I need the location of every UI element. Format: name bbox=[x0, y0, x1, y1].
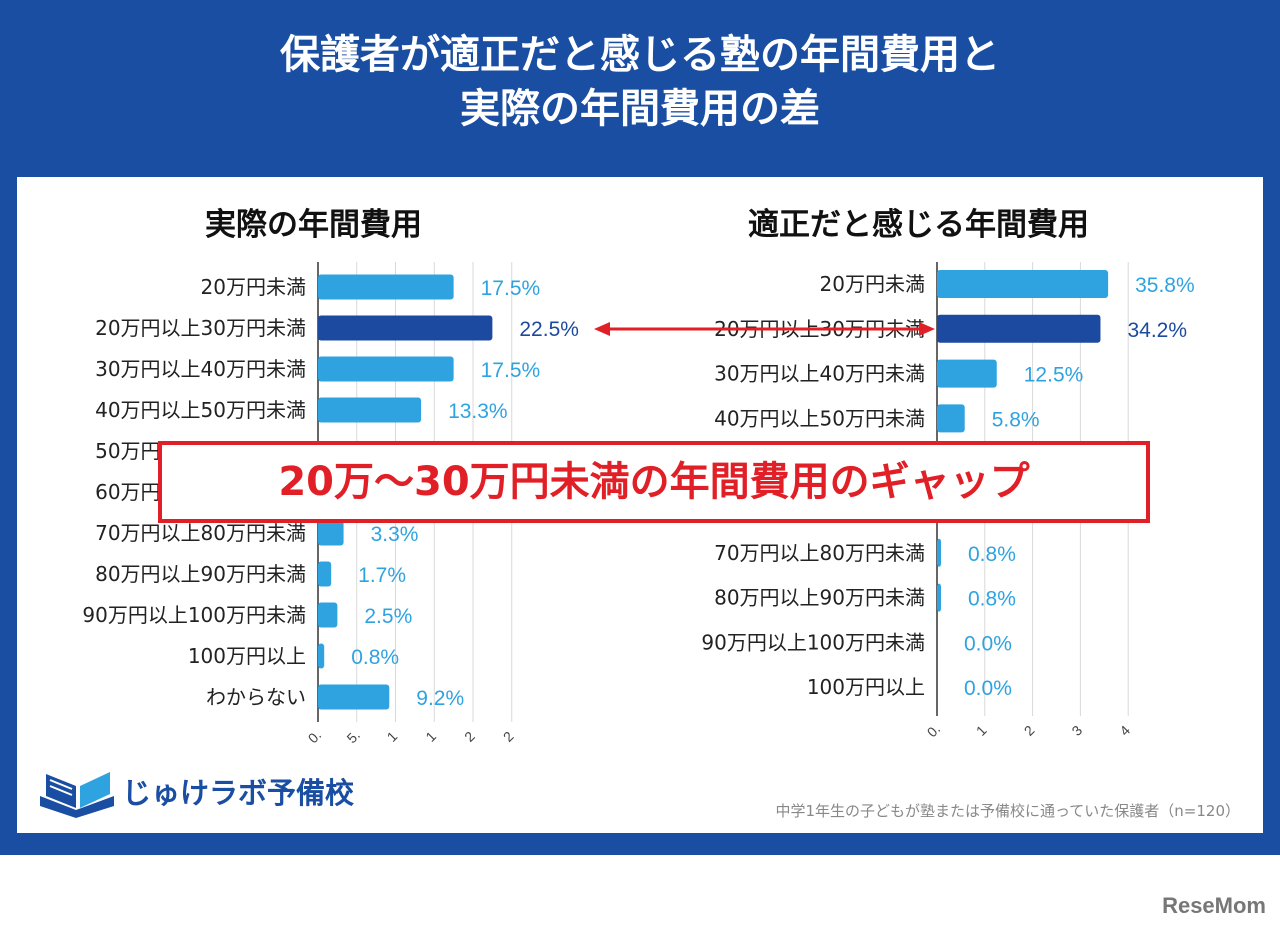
brand-watermark: ReseMom bbox=[1162, 893, 1266, 918]
x-tick-label-1-3: 3 bbox=[1068, 722, 1085, 739]
category-label-0-7: 80万円以上90万円未満 bbox=[95, 562, 306, 586]
x-tick-label-0-3: 1 bbox=[422, 728, 439, 745]
gap-arrow-right-head bbox=[919, 322, 935, 336]
bar-0-10 bbox=[318, 684, 390, 710]
category-label-1-9: 100万円以上 bbox=[807, 675, 925, 699]
bar-1-0 bbox=[937, 270, 1109, 298]
left-chart-title: 実際の年間費用 bbox=[205, 207, 422, 243]
x-tick-label-1-4: 4 bbox=[1116, 722, 1133, 739]
category-label-0-0: 20万円未満 bbox=[201, 275, 306, 299]
bar-1-7 bbox=[937, 583, 941, 612]
category-label-1-0: 20万円未満 bbox=[820, 272, 925, 296]
bar-1-6 bbox=[937, 538, 941, 567]
bar-0-2 bbox=[318, 356, 454, 382]
x-tick-label-0-5: 2 bbox=[500, 728, 517, 745]
category-label-1-3: 40万円以上50万円未満 bbox=[714, 406, 925, 430]
data-label-1-9: 0.0% bbox=[964, 677, 1012, 700]
bar-1-1 bbox=[937, 314, 1101, 343]
bar-0-3 bbox=[318, 397, 422, 423]
logo: じゅけラボ予備校 bbox=[36, 766, 354, 818]
x-tick-label-1-0: 0. bbox=[924, 721, 944, 741]
title-line-1: 保護者が適正だと感じる塾の年間費用と bbox=[280, 32, 1000, 78]
x-tick-label-0-1: 5. bbox=[343, 727, 363, 747]
bar-1-2 bbox=[937, 359, 997, 388]
data-label-1-2: 12.5% bbox=[1024, 364, 1084, 387]
data-label-0-10: 9.2% bbox=[416, 687, 464, 710]
data-label-0-9: 0.8% bbox=[351, 646, 399, 669]
category-label-0-10: わからない bbox=[206, 685, 306, 709]
bar-0-9 bbox=[318, 643, 325, 669]
category-label-0-8: 90万円以上100万円未満 bbox=[82, 603, 306, 627]
bar-0-6 bbox=[318, 520, 344, 546]
bar-0-8 bbox=[318, 602, 338, 628]
data-label-1-7: 0.8% bbox=[968, 588, 1016, 611]
title-line-2: 実際の年間費用の差 bbox=[460, 86, 820, 132]
logo-text: じゅけラボ予備校 bbox=[122, 776, 355, 810]
category-label-0-9: 100万円以上 bbox=[188, 644, 306, 668]
bar-1-3 bbox=[937, 404, 965, 433]
right-chart-title: 適正だと感じる年間費用 bbox=[748, 207, 1089, 243]
source-note: 中学1年生の子どもが塾または予備校に通っていた保護者（n=120） bbox=[775, 802, 1240, 820]
data-label-0-2: 17.5% bbox=[481, 359, 541, 382]
x-tick-label-0-2: 1 bbox=[384, 728, 401, 745]
page-title: 保護者が適正だと感じる塾の年間費用と 実際の年間費用の差 bbox=[0, 28, 1280, 136]
data-label-1-6: 0.8% bbox=[968, 543, 1016, 566]
category-label-0-6: 70万円以上80万円未満 bbox=[95, 521, 306, 545]
data-label-0-3: 13.3% bbox=[448, 400, 508, 423]
data-label-0-6: 3.3% bbox=[371, 523, 419, 546]
data-label-0-7: 1.7% bbox=[358, 564, 406, 587]
category-label-1-8: 90万円以上100万円未満 bbox=[701, 630, 925, 654]
x-tick-label-1-1: 1 bbox=[973, 722, 990, 739]
data-label-1-3: 5.8% bbox=[992, 408, 1040, 431]
data-label-1-1: 34.2% bbox=[1127, 319, 1187, 342]
x-tick-label-0-4: 2 bbox=[461, 728, 478, 745]
x-tick-label-1-2: 2 bbox=[1021, 722, 1038, 739]
data-label-0-0: 17.5% bbox=[481, 277, 541, 300]
book-logo-icon bbox=[40, 772, 114, 818]
category-label-0-2: 30万円以上40万円未満 bbox=[95, 357, 306, 381]
bar-0-7 bbox=[318, 561, 332, 587]
category-label-1-7: 80万円以上90万円未満 bbox=[714, 586, 925, 610]
data-label-0-1: 22.5% bbox=[519, 318, 579, 341]
category-label-1-6: 70万円以上80万円未満 bbox=[714, 541, 925, 565]
gap-arrow-left-head bbox=[594, 322, 610, 336]
category-label-1-2: 30万円以上40万円未満 bbox=[714, 362, 925, 386]
gap-callout: 20万～30万円未満の年間費用のギャップ bbox=[158, 441, 1150, 523]
data-label-1-8: 0.0% bbox=[964, 632, 1012, 655]
data-label-1-0: 35.8% bbox=[1135, 274, 1195, 297]
data-label-0-8: 2.5% bbox=[364, 605, 412, 628]
x-tick-label-0-0: 0. bbox=[305, 727, 325, 747]
category-label-0-1: 20万円以上30万円未満 bbox=[95, 316, 306, 340]
bar-0-0 bbox=[318, 274, 454, 300]
bar-0-1 bbox=[318, 315, 493, 341]
category-label-0-3: 40万円以上50万円未満 bbox=[95, 398, 306, 422]
